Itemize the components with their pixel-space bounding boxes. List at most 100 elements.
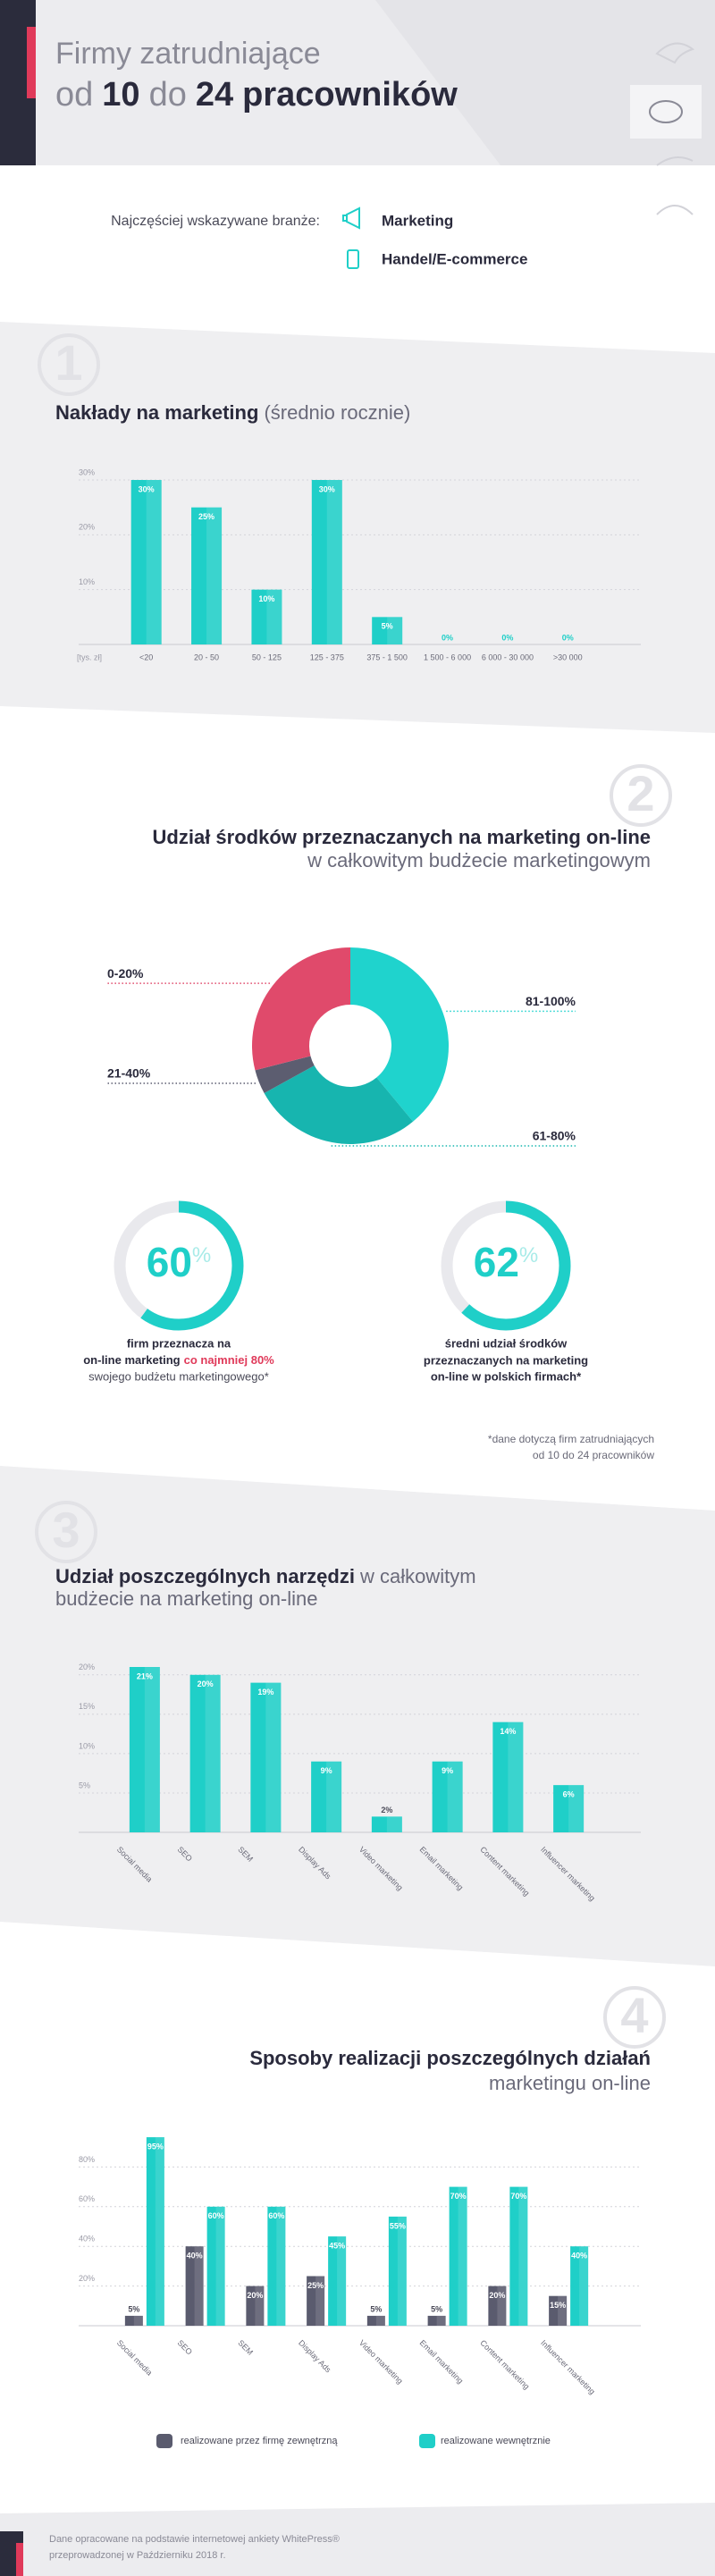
bar (372, 617, 403, 644)
section-background (0, 322, 715, 733)
bar (311, 1761, 342, 1832)
industry: Handel/E-commerce (382, 250, 527, 267)
bar (130, 480, 162, 644)
bar (206, 2206, 225, 2326)
section-subtitle: budżecie na marketing on-line (55, 1587, 318, 1610)
bar-highlight (386, 1816, 402, 1832)
title-light: (średnio rocznie) (264, 401, 410, 424)
section-number-ring (38, 333, 100, 396)
y-tick-label: 20% (79, 2274, 95, 2283)
industry: Marketing (382, 212, 453, 229)
stat-caption: średni udział środków (445, 1336, 568, 1350)
bar (185, 2246, 204, 2326)
bar-highlight (155, 2137, 164, 2326)
bar-highlight (397, 2216, 407, 2326)
footer-text: Dane opracowane na podstawie internetowe… (49, 2534, 340, 2545)
footnote: od 10 do 24 pracowników (533, 1449, 654, 1461)
header-word: od (55, 76, 93, 114)
x-tick-label: 1 500 - 6 000 (424, 652, 471, 661)
bar-highlight (579, 2246, 589, 2326)
bar-highlight (375, 2315, 385, 2326)
bar-highlight (387, 617, 403, 644)
value-label: 60% (268, 2211, 284, 2220)
decor-fish (655, 42, 695, 64)
value-label: 5% (382, 622, 393, 631)
x-tick-label: 20 - 50 (194, 652, 219, 661)
bar-highlight (326, 480, 342, 644)
stat-number: 62 (474, 1239, 519, 1285)
caption-text: on-line marketing (83, 1353, 180, 1367)
section-number-ring (35, 1501, 97, 1563)
value-label: 0% (501, 633, 513, 642)
bar-highlight (215, 2206, 225, 2326)
bar (307, 2276, 325, 2326)
value-label: 2% (381, 1806, 392, 1814)
stat-caption: firm przeznacza na (127, 1336, 231, 1350)
value-label: 30% (319, 484, 335, 493)
header-number: 24 (196, 76, 233, 114)
x-tick-label: 6 000 - 30 000 (482, 652, 534, 661)
bar-highlight (497, 2286, 507, 2326)
bar (124, 2315, 143, 2326)
stat-caption: przeznaczanych na marketing (424, 1353, 588, 1367)
ring-value (441, 1200, 571, 1331)
bar-highlight (326, 1761, 342, 1832)
header-title: Firmy zatrudniające (55, 37, 321, 71)
value-label: 20% (198, 1679, 214, 1688)
bar (267, 2206, 286, 2326)
bar-highlight (315, 2276, 325, 2326)
legend-label: realizowane wewnętrznie (441, 2436, 551, 2446)
slice-label: 21-40% (107, 1066, 151, 1081)
bar (250, 1682, 282, 1832)
bar (191, 507, 223, 644)
x-tick-label: <20 (139, 652, 153, 661)
bar-highlight (458, 2186, 467, 2326)
value-label: 20% (489, 2291, 505, 2300)
icon-megaphone (342, 206, 360, 230)
value-label: 60% (208, 2211, 224, 2220)
value-label: 10% (258, 594, 274, 603)
title-light: w całkowitym (359, 1565, 476, 1587)
bar-highlight (337, 2236, 347, 2326)
value-label: 70% (510, 2192, 526, 2201)
value-label: 21% (137, 1671, 153, 1680)
value-label: 6% (563, 1790, 575, 1799)
stat-value: 62% (474, 1239, 539, 1285)
bar (509, 2186, 528, 2326)
value-label: 9% (321, 1766, 332, 1775)
bar (251, 589, 282, 644)
value-label: 14% (500, 1727, 516, 1736)
bar (366, 2315, 385, 2326)
title-bold: Udział poszczególnych narzędzi (55, 1565, 355, 1587)
y-tick-label: 80% (79, 2155, 95, 2164)
stat-unit: % (192, 1243, 211, 1267)
industries-label: Najczęściej wskazywane branże: (111, 214, 320, 229)
section-number: 4 (620, 1987, 648, 2043)
section-number-ring (610, 764, 672, 827)
bar (388, 2216, 407, 2326)
bar (129, 1667, 160, 1832)
bar-highlight (558, 2295, 568, 2326)
bar-highlight (568, 1785, 585, 1832)
donut-slice (255, 1056, 315, 1093)
stat-caption: on-line w polskich firmach* (431, 1369, 582, 1383)
y-tick-label: 40% (79, 2235, 95, 2243)
footer-background (0, 2503, 715, 2576)
bar-highlight (133, 2315, 143, 2326)
value-label: 25% (198, 512, 214, 521)
bar-highlight (276, 2206, 286, 2326)
x-unit-label: [tys. zł] (77, 652, 102, 661)
y-tick-label: 15% (79, 1702, 95, 1711)
value-label: 5% (431, 2304, 442, 2313)
decor-turtle (649, 100, 683, 123)
section-number-ring (603, 1986, 666, 2049)
bar-highlight (518, 2186, 528, 2326)
section-title: Nakłady na marketing (średnio rocznie) (55, 401, 410, 424)
bar (371, 1816, 402, 1832)
footer-text: przeprowadzonej w Październiku 2018 r. (49, 2550, 226, 2561)
legend-label: realizowane przez firmę zewnętrzną (181, 2436, 338, 2446)
section-number: 3 (52, 1502, 80, 1558)
header-accent (27, 27, 36, 98)
bar-highlight (205, 1674, 221, 1832)
icon-phone (347, 249, 359, 269)
